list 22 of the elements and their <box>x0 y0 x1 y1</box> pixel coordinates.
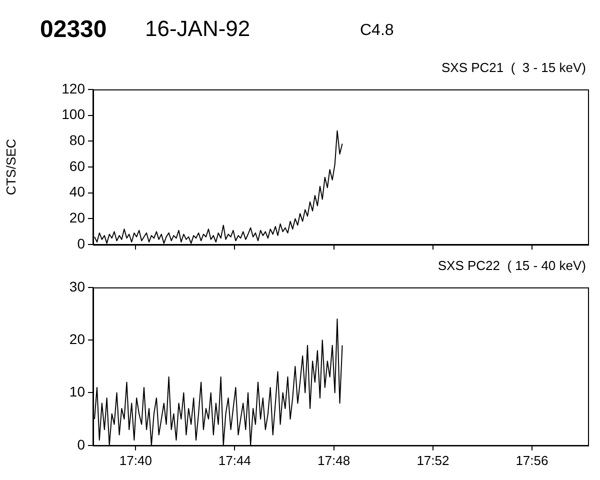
x-tick-label: 17:56 <box>516 452 548 468</box>
y-tick-label: 20 <box>69 210 86 226</box>
y-tick-label: 80 <box>69 132 86 148</box>
y-tick-label: 40 <box>69 184 86 200</box>
x-tick-label: 17:44 <box>218 452 251 468</box>
x-tick-label: 17:40 <box>119 452 152 468</box>
chart-title: SXS PC21 ( 3 - 15 keV) <box>441 60 586 75</box>
y-tick-label: 60 <box>69 158 86 174</box>
chart-title: SXS PC22 ( 15 - 40 keV) <box>438 258 586 273</box>
y-axis-title: CTS/SEC <box>3 138 18 196</box>
y-tick-label: 100 <box>62 106 86 122</box>
text: 02330 <box>40 16 107 44</box>
y-tick-label: 10 <box>69 384 86 400</box>
text: 16-JAN-92 <box>145 16 250 42</box>
y-tick-label: 30 <box>69 278 86 294</box>
x-tick-label: 17:52 <box>416 452 450 468</box>
text: C4.8 <box>360 22 394 40</box>
y-tick-label: 0 <box>77 436 86 452</box>
y-tick-label: 20 <box>69 330 86 347</box>
x-tick-label: 17:48 <box>318 452 350 468</box>
y-tick-label: 120 <box>62 80 86 96</box>
y-tick-label: 0 <box>77 235 86 252</box>
